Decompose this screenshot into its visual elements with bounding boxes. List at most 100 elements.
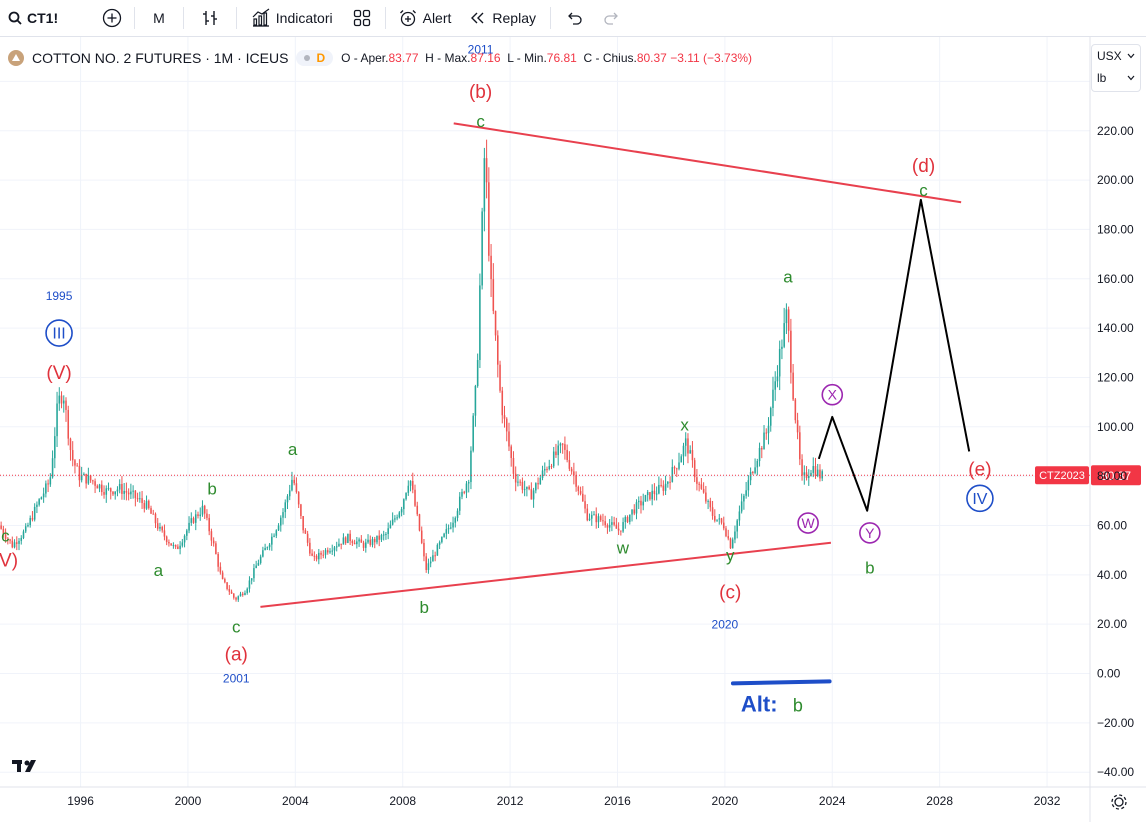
candle-body: [669, 481, 671, 483]
chevron-down-icon: [1127, 53, 1135, 59]
alert-button[interactable]: Alert: [390, 0, 460, 37]
redo-button[interactable]: [593, 0, 631, 37]
candle-body: [230, 591, 233, 594]
projection-path[interactable]: [817, 198, 971, 512]
candle-body: [490, 255, 492, 280]
x-tick-label: 2032: [1034, 794, 1061, 808]
candle-body: [629, 514, 631, 522]
candle-body: [483, 158, 486, 212]
candle-body: [599, 516, 602, 521]
candle-body: [340, 543, 342, 545]
candle-body: [344, 537, 347, 543]
replay-label: Replay: [492, 10, 536, 26]
undo-button[interactable]: [555, 0, 593, 37]
candle-body: [331, 550, 334, 552]
candle-body: [756, 461, 759, 468]
wave-circle: [966, 484, 994, 513]
candle-body: [810, 472, 812, 476]
candle-body: [512, 458, 515, 474]
candle-body: [116, 489, 119, 492]
layouts-button[interactable]: [343, 0, 381, 37]
candle-body: [528, 486, 530, 490]
chart-type-button[interactable]: [188, 0, 232, 37]
trend-lines[interactable]: [260, 122, 962, 608]
symbol-label: CT1!: [27, 10, 59, 26]
candle-body: [696, 477, 698, 484]
candle-body: [467, 482, 470, 484]
tradingview-logo-icon[interactable]: [12, 758, 44, 774]
price-chart[interactable]: CTZ2023 80.37 1995 III (V) c (V) a b c (a) 2001 a b 2…: [0, 37, 1146, 822]
candle-body: [309, 542, 311, 554]
candle-body: [684, 438, 687, 446]
instrument-title[interactable]: COTTON NO. 2 FUTURES · 1M · ICEUS: [32, 50, 289, 66]
candle-body: [226, 582, 228, 589]
candle-body: [219, 566, 222, 573]
candle-body: [244, 592, 246, 595]
wave-label: w: [616, 539, 630, 558]
candle-body: [215, 543, 217, 555]
candle-body: [561, 443, 564, 445]
candle-body: [615, 524, 618, 529]
candle-body: [640, 500, 642, 506]
unit-select[interactable]: lb: [1092, 67, 1140, 89]
y-tick-label: −40.00: [1097, 765, 1134, 779]
candle-body: [546, 469, 548, 471]
candle-body: [378, 535, 381, 540]
candle-body: [335, 546, 338, 548]
y-tick-label: 200.00: [1097, 173, 1134, 187]
candle-body: [514, 473, 517, 483]
candle-body: [387, 528, 389, 535]
candle-body: [2, 528, 5, 535]
grid-layout-icon: [353, 9, 370, 27]
candle-body: [125, 490, 128, 493]
candle-body: [24, 526, 27, 532]
currency-unit-selector[interactable]: USX lb: [1091, 44, 1141, 92]
last-price-label: 80.37: [1101, 469, 1131, 483]
candle-body: [389, 524, 392, 529]
candle-body: [268, 544, 271, 548]
candle-body: [33, 506, 36, 520]
indicators-button[interactable]: Indicatori: [241, 0, 343, 37]
candle-body: [300, 504, 302, 517]
candle-body: [318, 552, 320, 560]
status-pill[interactable]: D: [296, 50, 334, 66]
candle-body: [118, 483, 121, 490]
candle-body: [655, 493, 658, 495]
candle-body: [62, 400, 65, 404]
candle-body: [197, 514, 199, 517]
candle-body: [349, 533, 351, 542]
time-axis[interactable]: 1996 2000 2004 2008 2012 2016 2020 2024 2028 2032: [67, 794, 1061, 808]
candle-body: [526, 486, 528, 490]
candle-body: [96, 485, 99, 489]
candle-body: [653, 490, 656, 494]
wave-circle: [797, 512, 819, 534]
wave-label: c: [232, 618, 241, 637]
wave-label: 1995: [46, 289, 73, 303]
compare-button[interactable]: [66, 0, 130, 37]
currency-select[interactable]: USX: [1092, 45, 1140, 67]
candle-body: [559, 443, 562, 446]
candle-body: [617, 528, 620, 531]
x-tick-label: 1996: [67, 794, 94, 808]
x-tick-label: 2008: [389, 794, 416, 808]
candle-body: [642, 501, 644, 506]
candle-body: [731, 539, 734, 549]
candle-body: [147, 500, 150, 509]
x-tick-label: 2016: [604, 794, 631, 808]
interval-button[interactable]: M: [139, 0, 179, 37]
replay-button[interactable]: Replay: [459, 0, 546, 37]
price-axis[interactable]: −40.00 −20.00 0.00 20.00 40.00 60.00 80.00 100.…: [1097, 74, 1134, 779]
symbol-search-button[interactable]: CT1!: [0, 0, 66, 37]
candle-body: [626, 516, 629, 522]
candle-body: [266, 547, 269, 549]
candle-body: [130, 491, 132, 495]
candle-body: [492, 279, 495, 311]
wave-label: Y: [865, 525, 875, 541]
candle-body: [58, 395, 61, 404]
candle-body: [65, 400, 67, 410]
candle-body: [297, 491, 300, 505]
candle-body: [532, 490, 535, 500]
candle-body: [474, 385, 477, 416]
settings-gear-icon[interactable]: [1111, 794, 1127, 810]
candle-body: [177, 546, 179, 549]
